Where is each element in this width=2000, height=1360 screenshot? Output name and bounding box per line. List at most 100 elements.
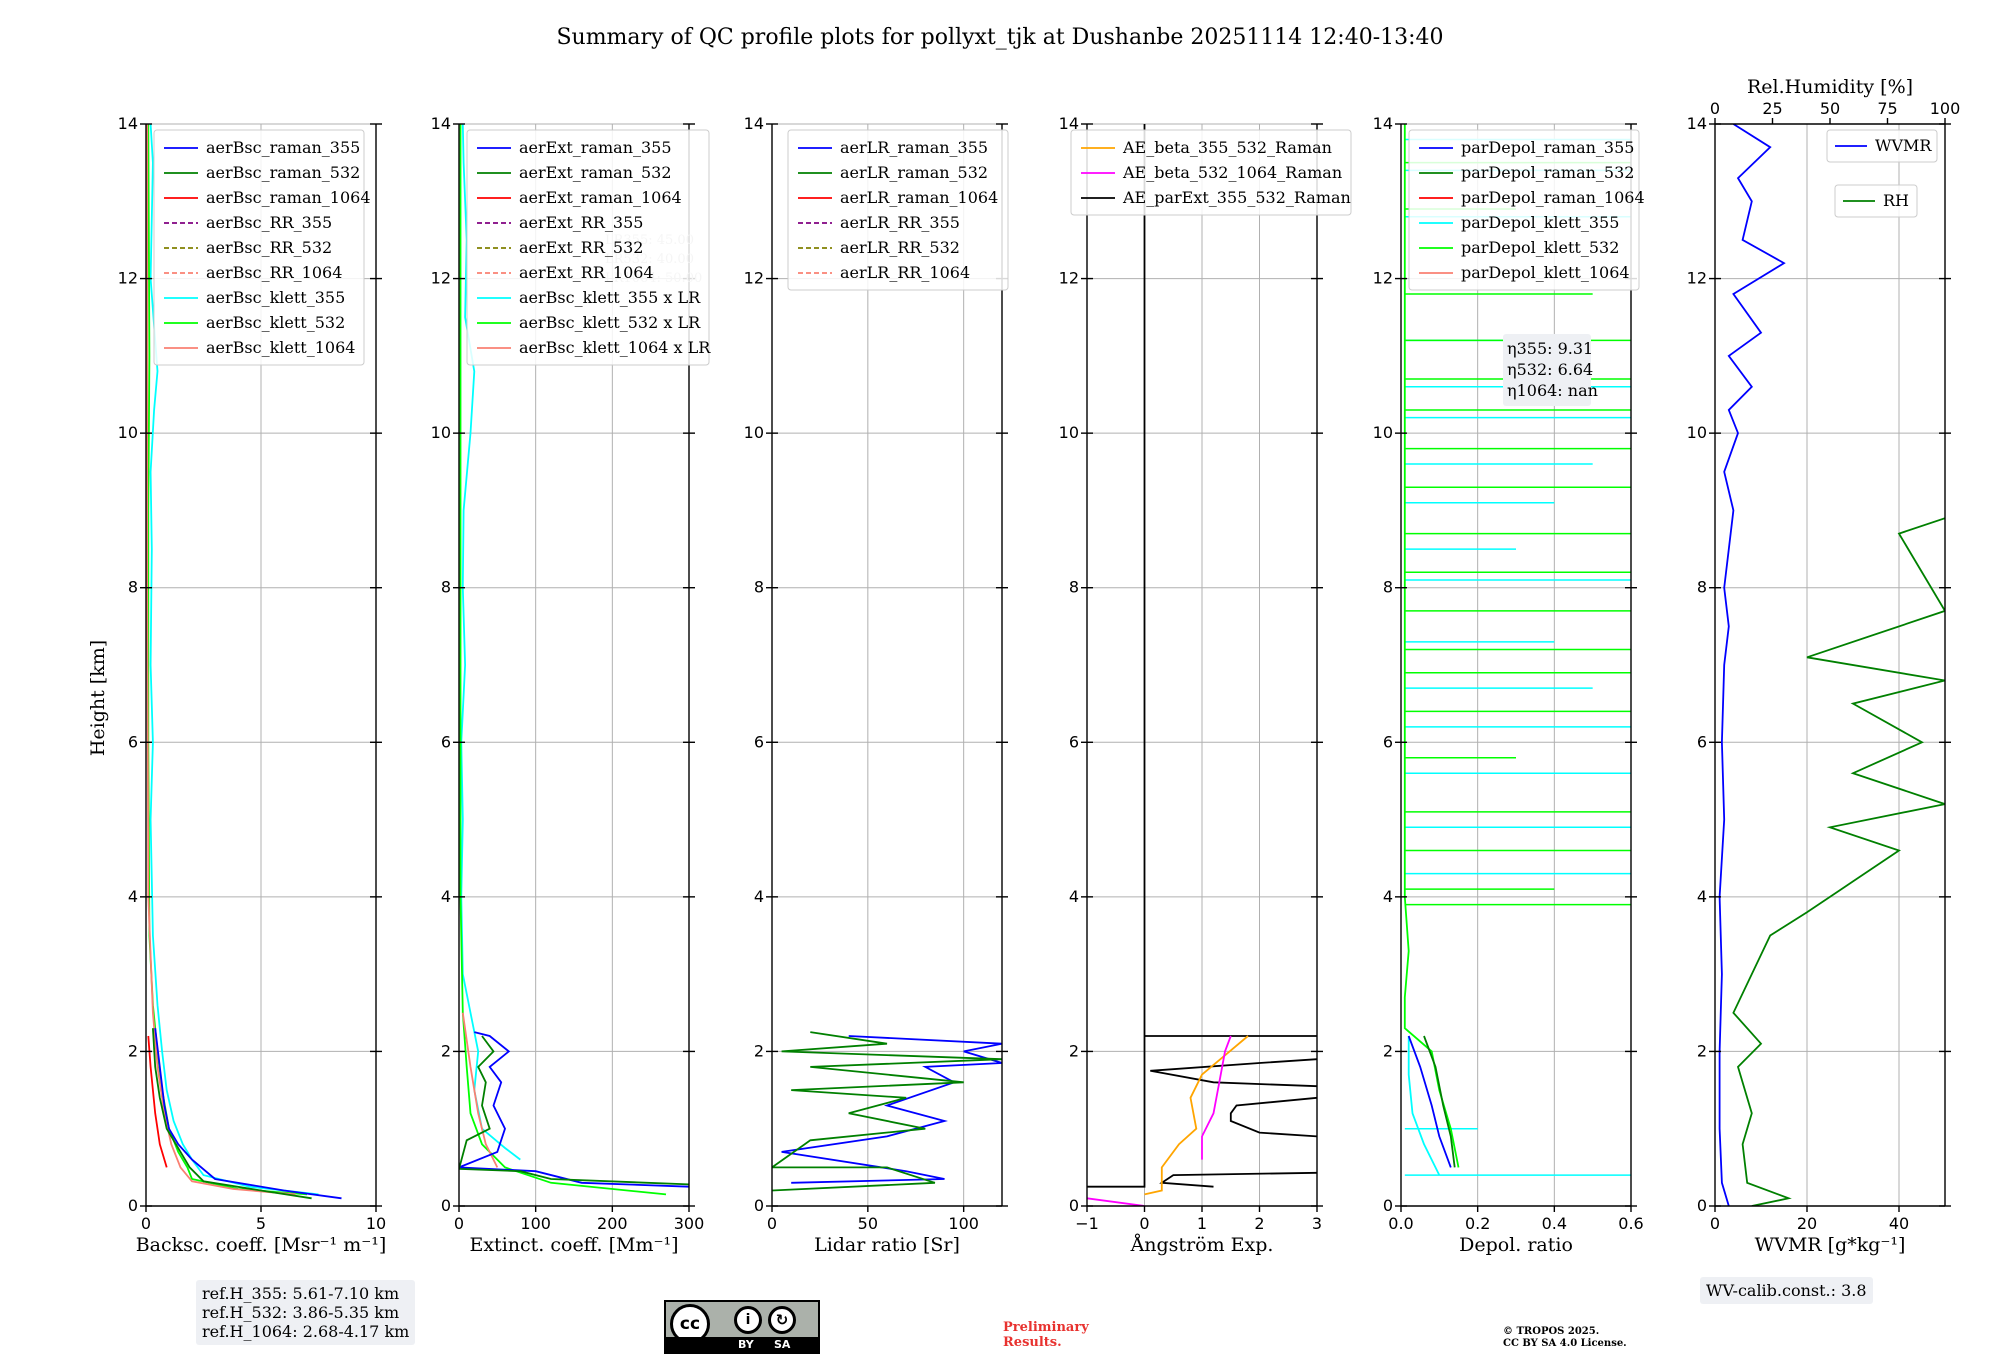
legend-label: parDepol_raman_532 xyxy=(1461,163,1634,182)
series-aerBsc_raman_1064 xyxy=(147,1035,168,1168)
legend-label: aerExt_RR_355 xyxy=(519,213,643,232)
ytick-label: 8 xyxy=(754,578,764,597)
xtick-label: 5 xyxy=(256,1214,266,1233)
legend-label: aerBsc_klett_1064 xyxy=(206,338,355,357)
x-axis-label: Depol. ratio xyxy=(1459,1234,1573,1256)
ytick-label: 12 xyxy=(1687,269,1707,288)
legend-label: parDepol_klett_1064 xyxy=(1461,263,1630,282)
series-aerLR_raman_532 xyxy=(772,1031,1002,1192)
series-AE_beta_355_532_Raman xyxy=(1144,1035,1249,1196)
legend-label: AE_beta_532_1064_Raman xyxy=(1122,163,1342,182)
panel-depol: 0 2 4 6 8 10 12 14 0.0 0.2 0.4 0.6 Depol. ratio η355:… xyxy=(1373,114,1645,1256)
ytick-label: 4 xyxy=(1069,887,1079,906)
ytick-label: 6 xyxy=(441,732,451,751)
ytick-label: 6 xyxy=(754,732,764,751)
legend-box xyxy=(1070,129,1352,216)
ytick-label: 6 xyxy=(128,732,138,751)
copyright-note: © TROPOS 2025. CC BY SA 4.0 License. xyxy=(1503,1326,1627,1350)
cc-license-badge: cc i ↻ BY SA xyxy=(664,1300,820,1354)
series-AE_beta_532_1064_Raman_b xyxy=(1201,1035,1232,1160)
series-RH xyxy=(1732,517,1945,1206)
attribution-icon: i xyxy=(734,1306,762,1334)
series-parDepol_raman_532 xyxy=(1423,1035,1456,1168)
x2tick-label: 25 xyxy=(1762,99,1782,118)
legend-label: WVMR xyxy=(1875,136,1932,155)
xtick-label: 0 xyxy=(141,1214,151,1233)
cc-sa-label: SA xyxy=(774,1338,791,1351)
ytick-label: 14 xyxy=(1687,114,1707,133)
legend-label: aerBsc_RR_1064 xyxy=(206,263,342,282)
ytick-label: 4 xyxy=(128,887,138,906)
legend-label: aerBsc_raman_1064 xyxy=(206,188,371,207)
x-axis-label: Ångström Exp. xyxy=(1130,1234,1274,1256)
ytick-label: 14 xyxy=(1059,114,1079,133)
legend-label: aerLR_raman_532 xyxy=(840,163,988,182)
legend-label: AE_beta_355_532_Raman xyxy=(1122,138,1332,157)
ytick-label: 4 xyxy=(1697,887,1707,906)
ytick-label: 12 xyxy=(431,269,451,288)
legend-label: parDepol_klett_532 xyxy=(1461,238,1619,257)
x2tick-label: 0 xyxy=(1710,99,1720,118)
ytick-label: 6 xyxy=(1069,732,1079,751)
refh-355: ref.H_355: 5.61-7.10 km xyxy=(202,1284,400,1303)
x2-axis-label: Rel.Humidity [%] xyxy=(1747,76,1913,98)
series-aerBsc_klett_1064 xyxy=(146,124,296,1196)
legend-label: aerExt_RR_1064 xyxy=(519,263,654,282)
series-aerLR_raman_355 xyxy=(781,1035,1002,1184)
copyright-line-1: © TROPOS 2025. xyxy=(1503,1326,1600,1337)
series-aerBsc_raman_532 xyxy=(152,1028,312,1200)
xtick-label: 3 xyxy=(1312,1214,1322,1233)
legend-label: RH xyxy=(1883,191,1909,210)
legend-label: aerBsc_klett_532 xyxy=(206,313,345,332)
legend-label: aerLR_raman_355 xyxy=(840,138,988,157)
xtick-label: 100 xyxy=(948,1214,979,1233)
ytick-label: 2 xyxy=(754,1041,764,1060)
preliminary-line-2: Results. xyxy=(1003,1335,1062,1350)
legend-box xyxy=(153,129,365,366)
xtick-label: 300 xyxy=(674,1214,705,1233)
eta-label: η532: 6.64 xyxy=(1507,360,1593,379)
legend-label: aerLR_RR_1064 xyxy=(840,263,970,282)
ytick-label: 12 xyxy=(1373,269,1393,288)
ytick-label: 0 xyxy=(441,1196,451,1215)
ytick-label: 4 xyxy=(754,887,764,906)
ytick-label: 0 xyxy=(1383,1196,1393,1215)
series-parDepol_raman_355 xyxy=(1407,1035,1452,1168)
xtick-label: 0.4 xyxy=(1542,1214,1567,1233)
legend-label: aerExt_raman_532 xyxy=(519,163,672,182)
ytick-label: 10 xyxy=(744,423,764,442)
preliminary-note: Preliminary Results. xyxy=(1003,1320,1089,1350)
legend-label: aerBsc_klett_355 xyxy=(206,288,345,307)
series-AE_parExt_355_532_Raman_e xyxy=(1159,1171,1317,1188)
series-aerExt_raman_355 xyxy=(459,1031,689,1188)
ytick-label: 10 xyxy=(1373,423,1393,442)
series-parDepol_klett_532 xyxy=(1403,124,1460,1168)
ytick-label: 2 xyxy=(441,1041,451,1060)
ytick-label: 6 xyxy=(1383,732,1393,751)
ytick-label: 0 xyxy=(754,1196,764,1215)
ytick-label: 10 xyxy=(1059,423,1079,442)
xtick-label: 40 xyxy=(1889,1214,1909,1233)
reference-height-box: ref.H_355: 5.61-7.10 km ref.H_532: 3.86-… xyxy=(196,1280,416,1345)
legend-label: aerLR_raman_1064 xyxy=(840,188,998,207)
legend-label: aerBsc_klett_1064 x LR xyxy=(519,338,711,357)
series-aerBsc_raman_355 xyxy=(154,1028,342,1200)
series-parDepol_klett_355 xyxy=(1407,1036,1441,1176)
legend-label: aerBsc_raman_355 xyxy=(206,138,360,157)
refh-1064: ref.H_1064: 2.68-4.17 km xyxy=(202,1322,410,1341)
cc-by-label: BY xyxy=(738,1338,754,1351)
legend-label: AE_parExt_355_532_Raman xyxy=(1122,188,1351,207)
cc-bar: BY SA xyxy=(666,1337,818,1352)
xtick-label: 100 xyxy=(520,1214,551,1233)
preliminary-line-1: Preliminary xyxy=(1003,1320,1089,1335)
ytick-label: 8 xyxy=(1069,578,1079,597)
xtick-label: 0 xyxy=(1139,1214,1149,1233)
copyright-line-2: CC BY SA 4.0 License. xyxy=(1503,1338,1627,1349)
ytick-label: 12 xyxy=(744,269,764,288)
ytick-label: 8 xyxy=(441,578,451,597)
ytick-label: 8 xyxy=(1697,578,1707,597)
ytick-label: 0 xyxy=(128,1196,138,1215)
legend-label: aerExt_raman_355 xyxy=(519,138,672,157)
